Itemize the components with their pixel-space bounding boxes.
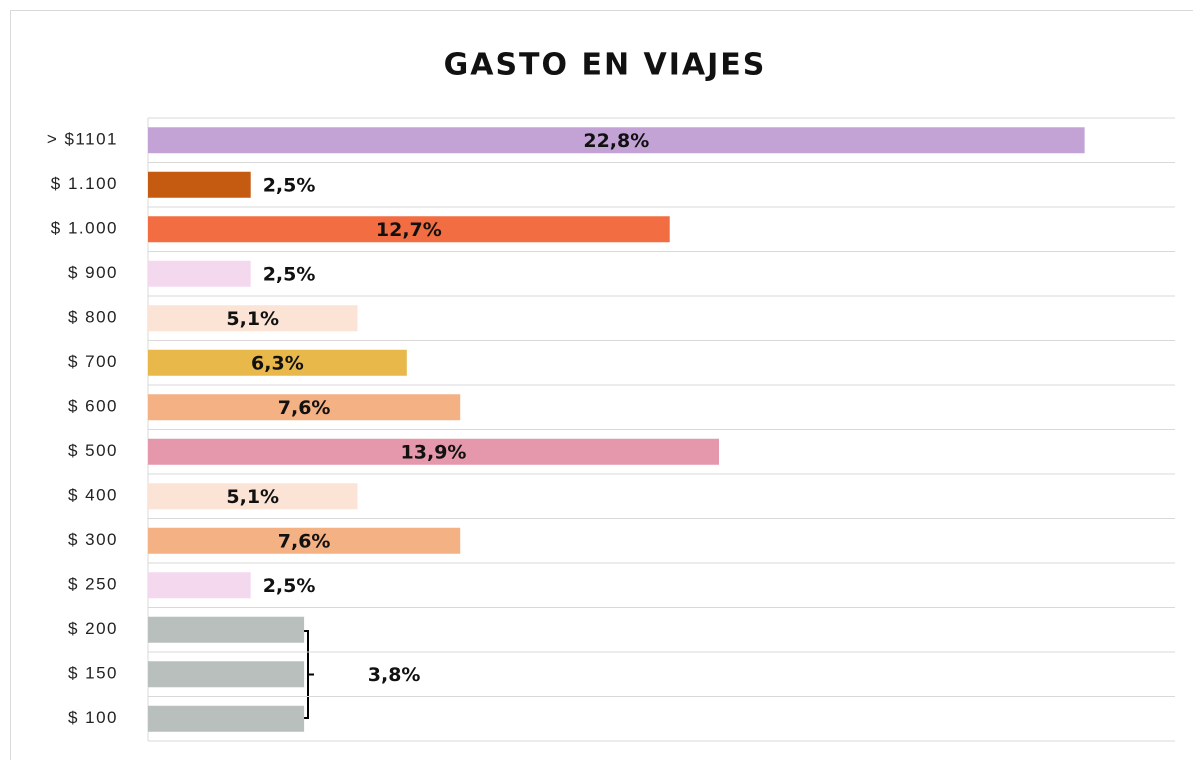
data-label: 13,9%: [401, 441, 467, 463]
y-tick-label: $ 500: [68, 441, 118, 460]
bar: [148, 616, 305, 643]
data-label: 6,3%: [251, 352, 304, 374]
y-tick-label: $ 1.100: [51, 174, 118, 193]
data-label: 2,5%: [263, 174, 316, 196]
y-tick-label: $ 900: [68, 263, 118, 282]
data-label: 2,5%: [263, 263, 316, 285]
bar: [148, 661, 305, 688]
y-tick-label: $ 100: [68, 708, 118, 727]
y-tick-label: > $1101: [47, 130, 118, 149]
chart-title: GASTO EN VIAJES: [444, 48, 767, 83]
data-label: 5,1%: [226, 486, 279, 508]
y-tick-label: $ 200: [68, 619, 118, 638]
chart-border: [10, 10, 1193, 760]
bar: [148, 438, 720, 465]
bar: [148, 705, 305, 732]
y-tick-label: $ 250: [68, 575, 118, 594]
y-tick-label: $ 400: [68, 486, 118, 505]
data-label: 7,6%: [278, 530, 331, 552]
y-tick-label: $ 700: [68, 352, 118, 371]
data-label: 3,8%: [368, 664, 421, 686]
bar: [148, 394, 461, 421]
bar: [148, 483, 358, 510]
y-tick-label: $ 1.000: [51, 219, 118, 238]
bar: [148, 349, 407, 376]
bar: [148, 305, 358, 332]
bar: [148, 527, 461, 554]
bar: [148, 572, 251, 599]
data-label: 22,8%: [583, 130, 649, 152]
bar: [148, 127, 1085, 154]
y-tick-label: $ 150: [68, 664, 118, 683]
data-label: 12,7%: [376, 219, 442, 241]
data-label: 7,6%: [278, 397, 331, 419]
y-tick-label: $ 300: [68, 530, 118, 549]
bar: [148, 171, 251, 198]
y-tick-label: $ 600: [68, 397, 118, 416]
data-label: 2,5%: [263, 575, 316, 597]
bar: [148, 260, 251, 287]
y-tick-label: $ 800: [68, 308, 118, 327]
data-label: 5,1%: [226, 308, 279, 330]
bar: [148, 216, 670, 243]
